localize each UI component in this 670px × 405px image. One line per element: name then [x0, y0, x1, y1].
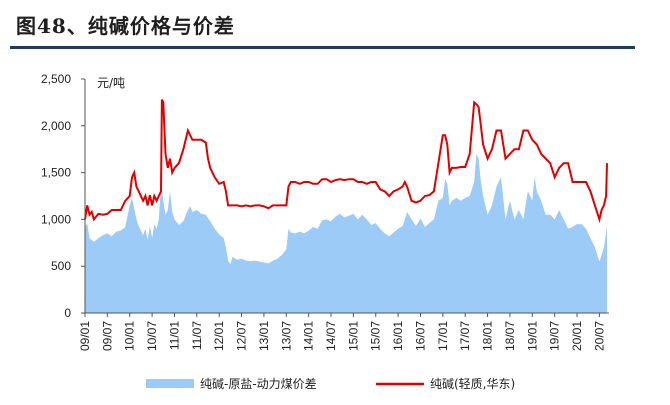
- x-tick-label: 10/01: [123, 321, 137, 351]
- x-tick-label: 19/01: [525, 321, 539, 351]
- spread-area: [85, 153, 607, 313]
- x-tick-label: 14/07: [324, 321, 338, 351]
- y-tick-label: 1,000: [41, 212, 71, 226]
- x-tick-label: 16/01: [391, 321, 405, 351]
- x-tick-label: 11/07: [190, 321, 204, 350]
- x-tick-label: 19/07: [548, 321, 562, 351]
- x-tick-label: 09/07: [100, 321, 114, 351]
- y-tick-label: 2,500: [41, 72, 71, 86]
- x-tick-label: 20/01: [570, 321, 584, 351]
- legend-area-swatch: [146, 379, 194, 388]
- x-tick-label: 17/01: [436, 321, 450, 351]
- x-tick-label: 11/01: [167, 321, 181, 350]
- legend-area-label: 纯碱-原盐-动力煤价差: [200, 377, 317, 391]
- x-tick-label: 12/07: [235, 321, 249, 351]
- x-tick-label: 14/01: [302, 321, 316, 351]
- x-tick-label: 13/07: [279, 321, 293, 351]
- y-axis-ticks: 0 500 1,000 1,500 2,000 2,500: [41, 72, 85, 320]
- x-tick-label: 18/07: [503, 321, 517, 351]
- x-tick-label: 09/01: [78, 321, 92, 351]
- x-tick-label: 10/07: [145, 321, 159, 351]
- y-tick-label: 2,000: [41, 119, 71, 133]
- page-title: 图48、纯碱价格与价差: [16, 14, 235, 38]
- y-tick-label: 0: [64, 306, 71, 320]
- x-axis-ticks: 09/01 09/07 10/01 10/07 11/01 11/07 12/01 12/07…: [78, 313, 606, 351]
- x-tick-label: 20/07: [592, 321, 606, 351]
- x-tick-label: 15/01: [346, 321, 360, 351]
- x-tick-label: 16/07: [413, 321, 427, 351]
- x-tick-label: 12/01: [212, 321, 226, 351]
- x-tick-label: 15/07: [369, 321, 383, 351]
- x-tick-label: 13/01: [257, 321, 271, 351]
- title-underline: [10, 46, 635, 49]
- price-line: [84, 99, 608, 224]
- y-tick-label: 1,500: [41, 166, 71, 180]
- unit-label: 元/吨: [97, 76, 125, 90]
- legend: 纯碱-原盐-动力煤价差 纯碱(轻质,华东): [146, 377, 515, 391]
- x-tick-label: 18/01: [481, 321, 495, 351]
- y-tick-label: 500: [51, 259, 71, 273]
- x-tick-label: 17/07: [458, 321, 472, 351]
- legend-line-label: 纯碱(轻质,华东): [430, 377, 515, 391]
